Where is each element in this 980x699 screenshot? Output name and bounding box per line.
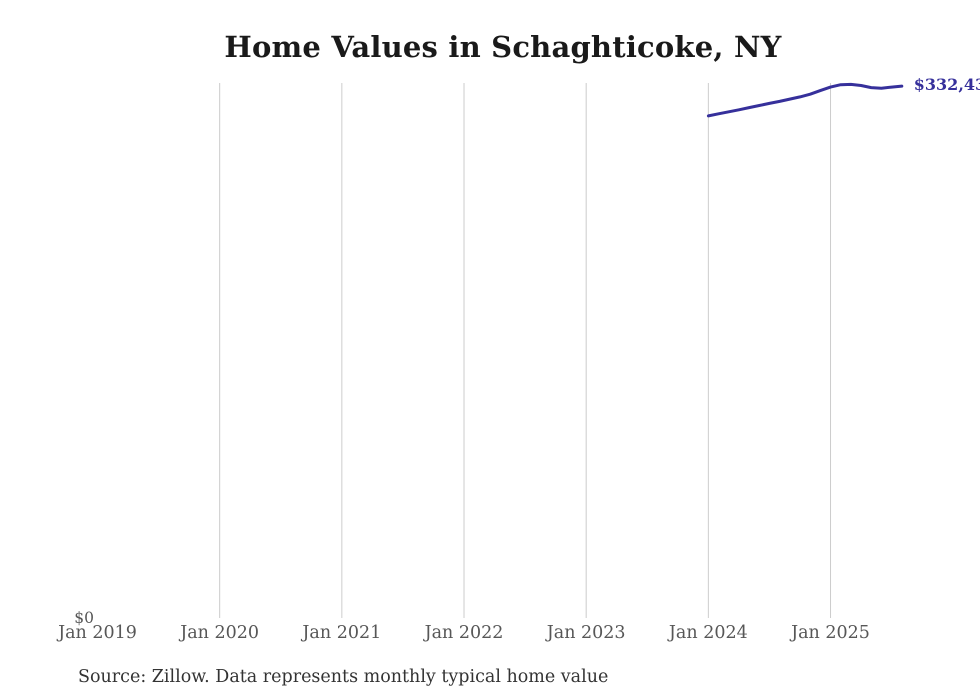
x-tick-label: Jan 2025 bbox=[791, 623, 870, 643]
home-value-line bbox=[706, 82, 904, 118]
x-tick-label: Jan 2019 bbox=[58, 623, 137, 643]
x-tick-label: Jan 2024 bbox=[668, 623, 748, 643]
x-tick-label: Jan 2021 bbox=[302, 623, 382, 643]
x-tick-label: Jan 2023 bbox=[546, 623, 626, 643]
end-value-label: $332,433 bbox=[913, 75, 980, 95]
chart-title: Home Values in Schaghticoke, NY bbox=[224, 30, 782, 64]
x-tick-label: Jan 2020 bbox=[180, 623, 260, 643]
x-tick-label: Jan 2022 bbox=[424, 623, 504, 643]
y-axis-zero-label: $0 bbox=[74, 609, 94, 627]
source-note: Source: Zillow. Data represents monthly … bbox=[78, 667, 609, 687]
